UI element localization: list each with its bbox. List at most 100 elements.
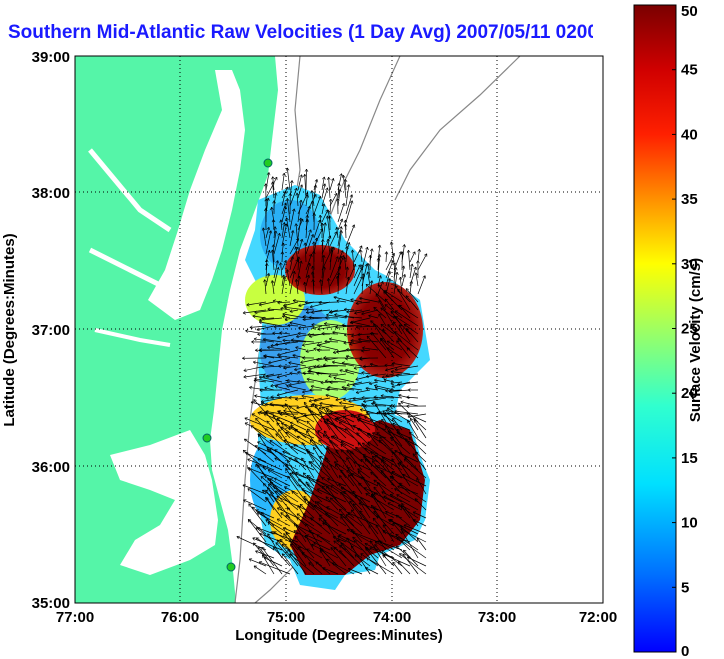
vector-arrow (346, 450, 363, 471)
vector-arrow-head (380, 324, 384, 328)
vector-arrow (340, 513, 363, 535)
vector-arrow-head (339, 545, 343, 549)
vector-arrow (281, 553, 299, 575)
vector-arrow (384, 304, 403, 319)
vector-arrow-head (400, 526, 404, 530)
vector-arrow-head (311, 265, 315, 269)
vector-arrow (347, 467, 363, 479)
vector-arrow-head (286, 384, 290, 389)
vector-arrow-head (340, 513, 344, 517)
vector-arrow-head (252, 537, 256, 541)
vector-arrow-head (381, 457, 386, 461)
vector-arrow (248, 558, 267, 567)
vector-arrow (275, 385, 291, 391)
vector-arrow-head (324, 339, 328, 344)
vector-arrow-head (326, 238, 331, 242)
vector-arrow (285, 532, 307, 559)
vector-arrow-head (255, 509, 259, 513)
vector-arrow (393, 262, 396, 287)
vector-arrow-head (259, 318, 263, 322)
vector-arrow-head (398, 402, 402, 406)
vector-arrow (412, 453, 427, 471)
vector-arrow-head (287, 323, 291, 328)
vector-arrow (341, 362, 363, 367)
map-title: Southern Mid-Atlantic Raw Velocities (1 … (8, 22, 593, 43)
vector-arrow-head (290, 256, 295, 260)
vector-arrow (393, 315, 411, 335)
vector-arrow (345, 514, 363, 527)
vector-arrow (323, 430, 339, 455)
vector-arrow-head (388, 519, 392, 523)
vector-arrow-head (358, 418, 362, 422)
vector-arrow-head (338, 475, 343, 479)
vector-arrow (244, 417, 275, 431)
vector-arrow (397, 381, 419, 385)
vector-arrow (280, 262, 283, 279)
vector-arrow-head (334, 192, 338, 197)
vector-arrow-head (398, 393, 402, 398)
vector-arrow-head (317, 327, 321, 331)
vector-arrow-head (305, 523, 309, 527)
vector-arrow (345, 184, 350, 207)
vector-arrow-head (382, 329, 386, 333)
vector-arrow (340, 441, 363, 455)
vector-arrow-head (350, 320, 354, 325)
vector-arrow (263, 355, 283, 359)
vector-arrow (363, 397, 387, 402)
vector-arrow-head (333, 546, 337, 551)
colorbar-tick-label: 0 (681, 643, 689, 659)
vector-arrow (365, 284, 387, 303)
vector-arrow (339, 545, 363, 567)
vector-arrow-head (318, 344, 322, 348)
vector-arrow (339, 402, 363, 407)
vector-arrow-head (281, 242, 285, 246)
vector-arrow (335, 397, 347, 401)
vector-arrow (325, 512, 347, 527)
vector-arrow-head (292, 208, 296, 212)
vector-arrow-head (295, 238, 299, 242)
vector-arrow (274, 477, 291, 487)
vector-arrow (276, 389, 299, 396)
vector-arrow-head (296, 334, 300, 339)
vector-arrow (385, 260, 394, 279)
vector-arrow-head (374, 454, 379, 459)
vector-arrow-head (402, 244, 406, 248)
vector-arrow-head (340, 491, 344, 496)
vector-arrow-head (399, 553, 403, 557)
vector-arrow-head (337, 182, 341, 186)
vector-arrow (242, 449, 267, 471)
vector-arrow (396, 537, 411, 551)
vector-arrow (377, 540, 403, 551)
vector-arrow-head (323, 356, 327, 360)
vector-arrow-head (407, 388, 411, 392)
vector-arrow (297, 371, 307, 375)
vector-arrow (313, 219, 321, 239)
vector-arrow-head (270, 280, 275, 284)
vector-arrow (297, 505, 307, 519)
vector-arrow-head (357, 442, 361, 446)
vector-arrow-head (276, 518, 281, 522)
vector-arrow-head (374, 541, 379, 545)
vector-arrow-head (313, 541, 317, 545)
vector-arrow (361, 349, 371, 352)
vector-arrow (337, 226, 342, 247)
vector-arrow-head (373, 323, 377, 327)
vector-arrow-head (312, 213, 317, 216)
vector-arrow-head (405, 288, 410, 292)
vector-arrow (384, 364, 395, 367)
vector-arrow (385, 365, 403, 371)
vector-arrow (333, 296, 355, 303)
vector-arrow (297, 184, 303, 199)
vector-arrow-head (263, 354, 267, 358)
vector-arrow-head (288, 406, 293, 410)
vector-arrow (265, 230, 272, 255)
vector-arrow-head (285, 532, 290, 536)
vector-arrow-head (254, 445, 258, 449)
vector-arrow-head (270, 383, 274, 388)
vector-arrow (309, 410, 323, 423)
vector-arrow-head (363, 455, 367, 460)
vector-arrow (301, 488, 331, 503)
vector-arrow (321, 415, 339, 439)
vector-arrow (290, 543, 307, 567)
